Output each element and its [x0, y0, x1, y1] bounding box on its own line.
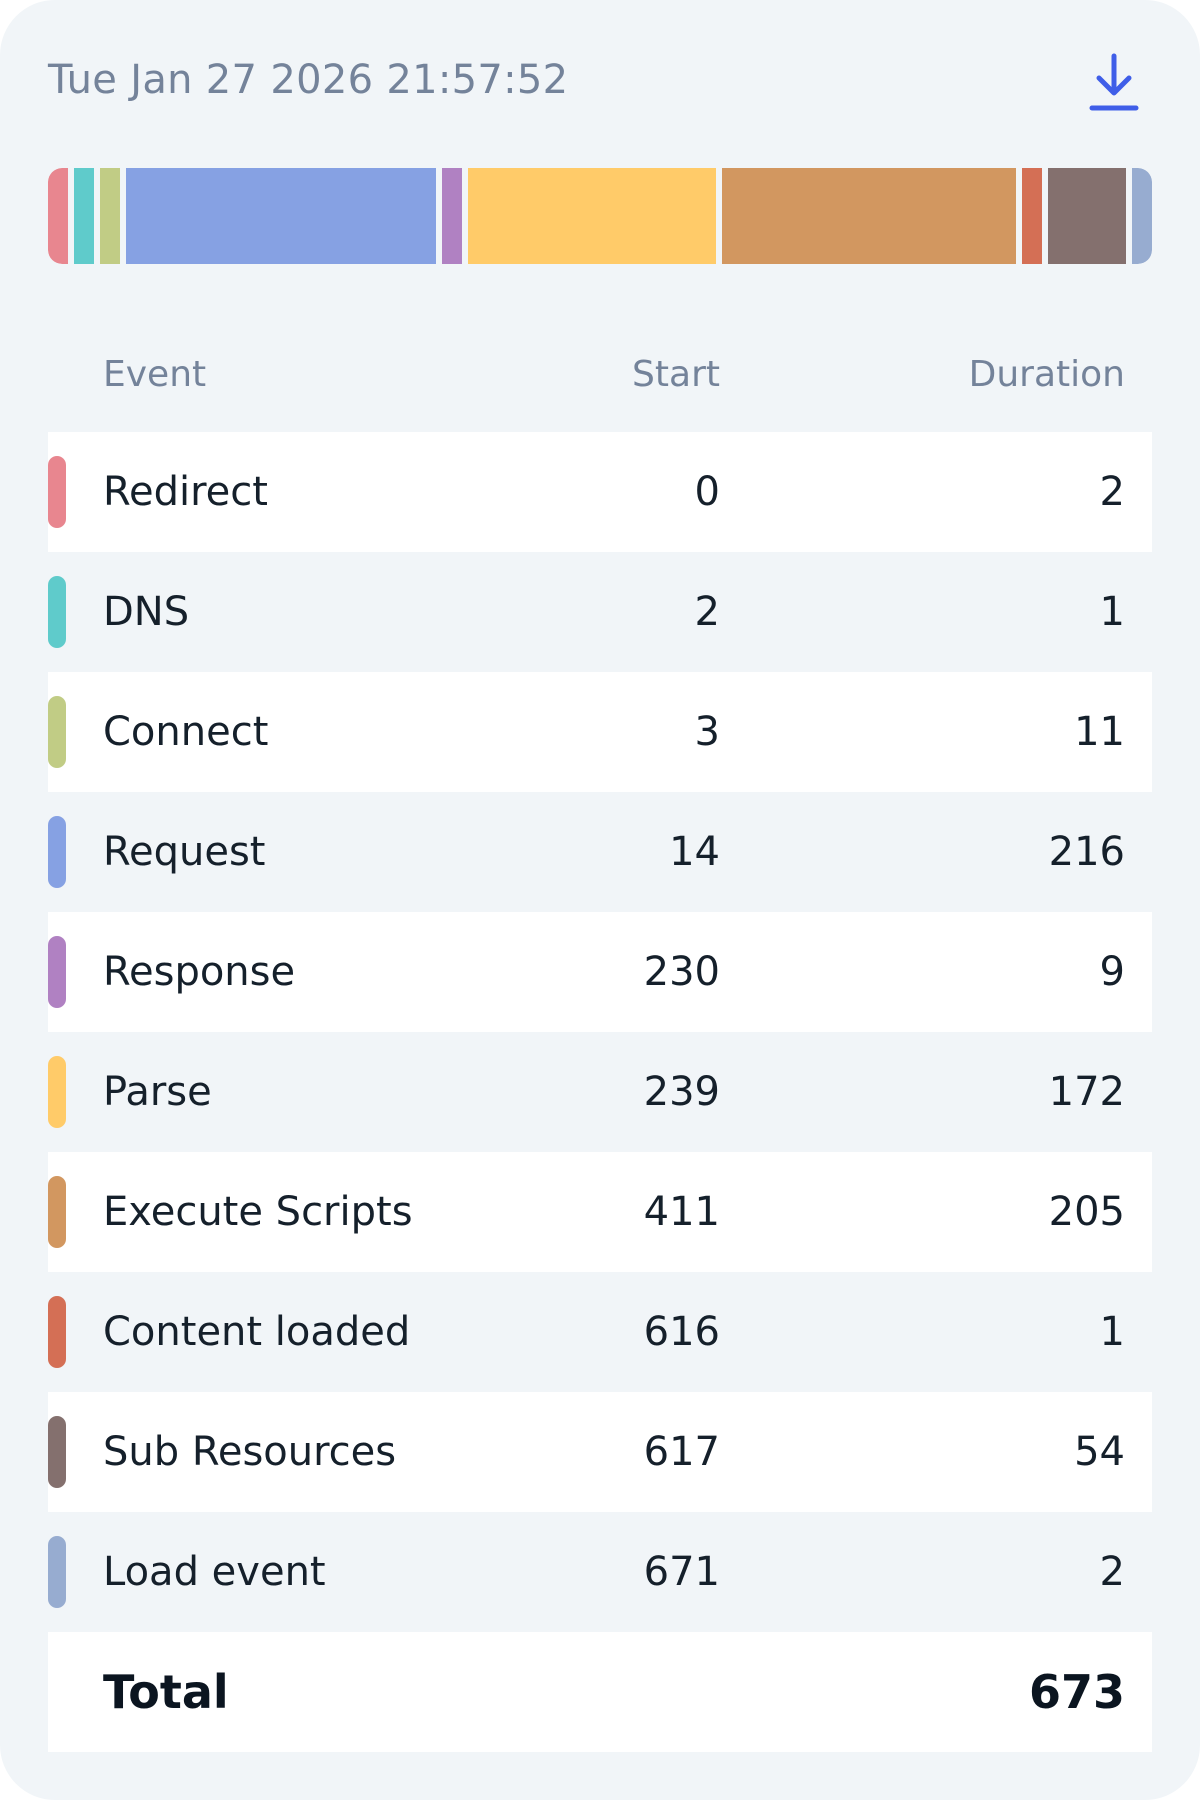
color-swatch: [48, 1176, 66, 1248]
timeline-segment-response[interactable]: [442, 168, 463, 264]
event-start: 2: [694, 589, 720, 635]
event-duration: 2: [1099, 1549, 1125, 1595]
event-duration: 1: [1099, 1309, 1125, 1355]
download-button[interactable]: [1084, 50, 1144, 116]
event-name: Connect: [103, 709, 269, 755]
event-start: 616: [643, 1309, 720, 1355]
event-name: Request: [103, 829, 266, 875]
event-duration: 11: [1074, 709, 1125, 755]
color-swatch: [48, 1056, 66, 1128]
event-duration: 172: [1048, 1069, 1125, 1115]
event-table: Redirect 0 2 DNS 2 1 Connect 3 11 Reques…: [48, 432, 1152, 1632]
color-swatch: [48, 936, 66, 1008]
timeline-segment-redirect[interactable]: [48, 168, 68, 264]
table-row[interactable]: Execute Scripts 411 205: [48, 1152, 1152, 1272]
timeline-bar: [48, 168, 1152, 264]
column-header-event: Event: [103, 354, 207, 395]
column-header-start: Start: [632, 354, 720, 395]
card-header: Tue Jan 27 2026 21:57:52: [48, 52, 1152, 118]
event-start: 230: [643, 949, 720, 995]
total-row: Total 673: [48, 1632, 1152, 1752]
timeline-segment-request[interactable]: [126, 168, 437, 264]
table-row[interactable]: Redirect 0 2: [48, 432, 1152, 552]
color-swatch: [48, 1296, 66, 1368]
event-name: Redirect: [103, 469, 268, 515]
timeline-segment-parse[interactable]: [468, 168, 716, 264]
color-swatch: [48, 576, 66, 648]
table-row[interactable]: Response 230 9: [48, 912, 1152, 1032]
event-start: 3: [694, 709, 720, 755]
timeline-segment-execute-scripts[interactable]: [721, 168, 1017, 264]
event-name: Response: [103, 949, 296, 995]
color-swatch: [48, 696, 66, 768]
color-swatch: [48, 456, 66, 528]
column-header-duration: Duration: [968, 354, 1125, 395]
timeline-segment-dns[interactable]: [74, 168, 94, 264]
event-start: 671: [643, 1549, 720, 1595]
color-swatch: [48, 1416, 66, 1488]
event-start: 239: [643, 1069, 720, 1115]
event-duration: 9: [1099, 949, 1125, 995]
table-row[interactable]: Connect 3 11: [48, 672, 1152, 792]
event-name: Load event: [103, 1549, 326, 1595]
event-duration: 216: [1048, 829, 1125, 875]
download-icon: [1089, 53, 1139, 111]
event-duration: 54: [1074, 1429, 1125, 1475]
event-name: Parse: [103, 1069, 212, 1115]
event-name: DNS: [103, 589, 190, 635]
table-row[interactable]: DNS 2 1: [48, 552, 1152, 672]
timeline-segment-sub-resources[interactable]: [1048, 168, 1126, 264]
event-name: Content loaded: [103, 1309, 411, 1355]
table-row[interactable]: Sub Resources 617 54: [48, 1392, 1152, 1512]
event-duration: 2: [1099, 469, 1125, 515]
timeline-segment-load-event[interactable]: [1132, 168, 1152, 264]
event-start: 411: [643, 1189, 720, 1235]
color-swatch: [48, 1536, 66, 1608]
color-swatch: [48, 816, 66, 888]
timestamp: Tue Jan 27 2026 21:57:52: [48, 57, 569, 103]
event-start: 14: [669, 829, 720, 875]
event-duration: 1: [1099, 589, 1125, 635]
event-name: Sub Resources: [103, 1429, 397, 1475]
event-start: 0: [694, 469, 720, 515]
table-row[interactable]: Content loaded 616 1: [48, 1272, 1152, 1392]
timeline-segment-connect[interactable]: [100, 168, 120, 264]
table-row[interactable]: Load event 671 2: [48, 1512, 1152, 1632]
total-value: 673: [1028, 1665, 1125, 1719]
event-start: 617: [643, 1429, 720, 1475]
table-row[interactable]: Parse 239 172: [48, 1032, 1152, 1152]
total-label: Total: [103, 1665, 229, 1719]
table-row[interactable]: Request 14 216: [48, 792, 1152, 912]
event-name: Execute Scripts: [103, 1189, 413, 1235]
timeline-segment-content-loaded[interactable]: [1022, 168, 1043, 264]
event-duration: 205: [1048, 1189, 1125, 1235]
